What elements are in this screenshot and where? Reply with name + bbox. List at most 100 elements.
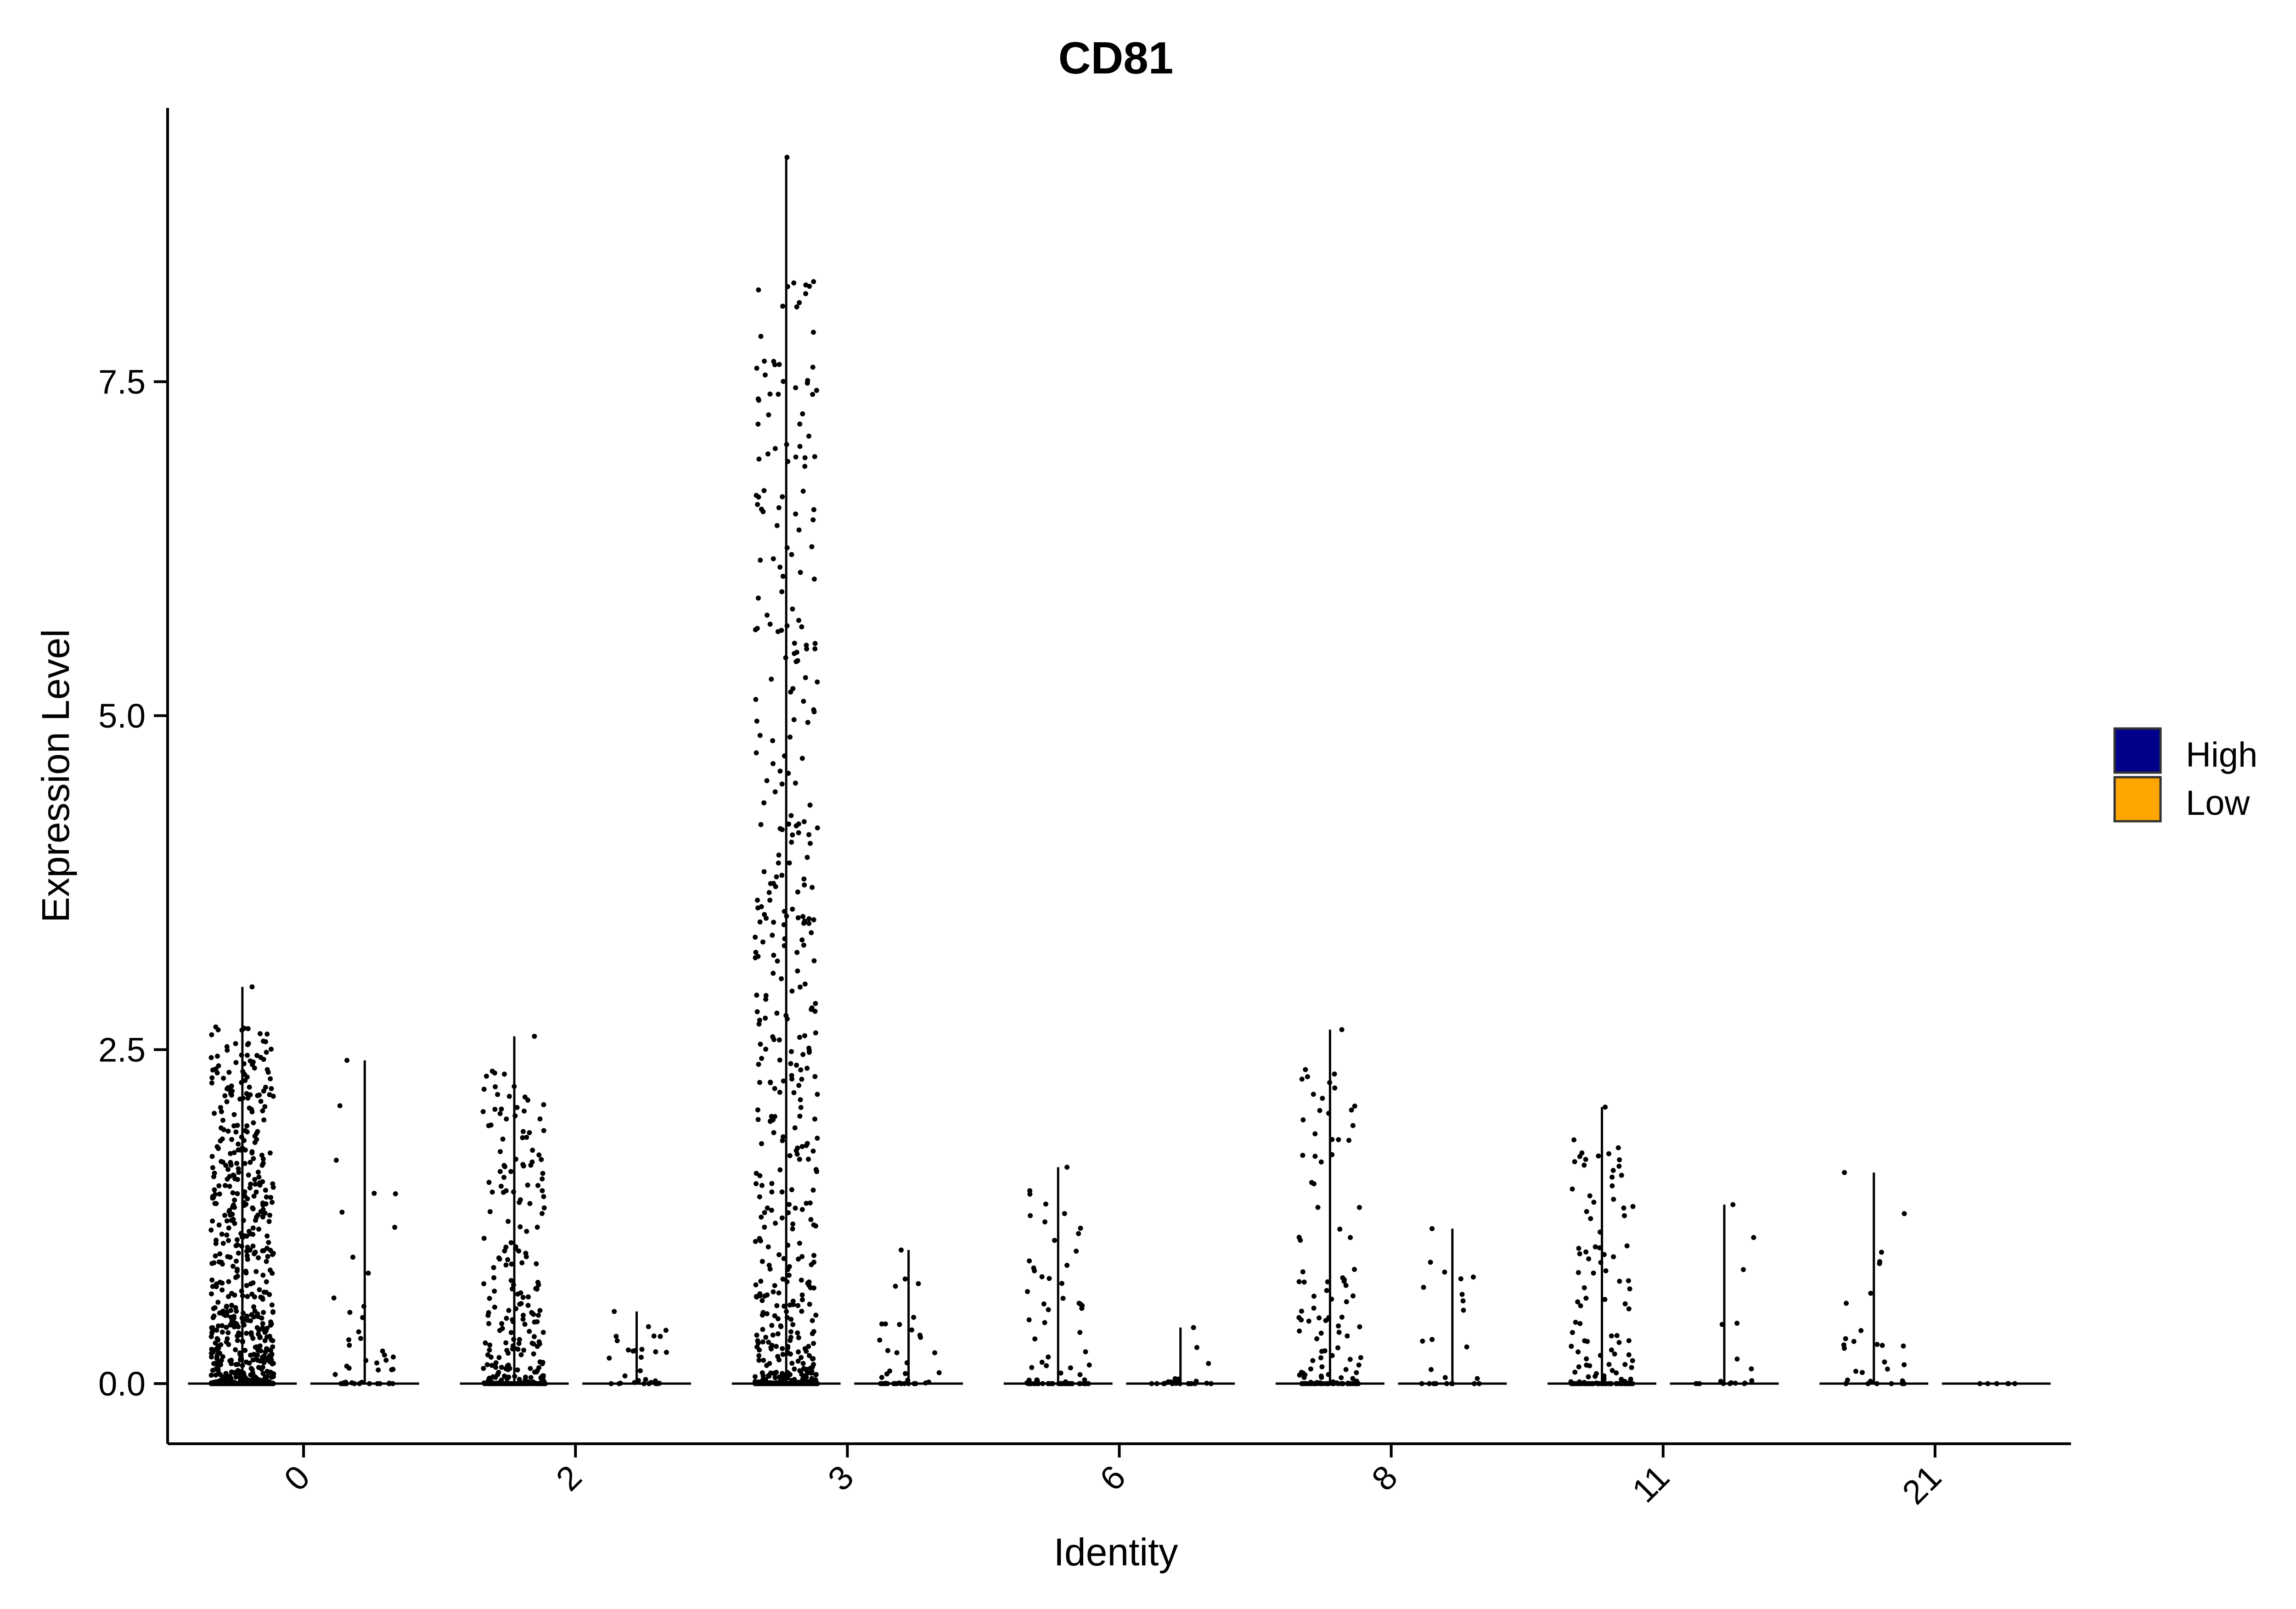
data-point	[217, 1351, 222, 1356]
data-point	[1428, 1260, 1433, 1265]
data-point	[803, 291, 809, 297]
data-point	[517, 1337, 522, 1342]
data-point	[213, 1253, 218, 1259]
data-point	[794, 1381, 799, 1386]
data-point	[1050, 1381, 1056, 1386]
data-point	[772, 1086, 777, 1091]
data-point	[1046, 1354, 1051, 1360]
data-point	[236, 1166, 241, 1172]
data-point	[338, 1381, 344, 1386]
data-point	[1444, 1381, 1449, 1386]
data-point	[1354, 1370, 1359, 1375]
data-point	[1429, 1337, 1435, 1342]
data-point	[513, 1306, 518, 1312]
data-point	[383, 1357, 389, 1363]
data-point	[504, 1376, 510, 1382]
data-point	[1602, 1297, 1608, 1302]
data-point	[1345, 1333, 1350, 1339]
data-point	[1168, 1379, 1174, 1385]
data-point	[1078, 1226, 1083, 1231]
data-point	[754, 750, 759, 756]
data-point	[220, 1308, 226, 1314]
data-point	[236, 1141, 241, 1147]
data-point	[1843, 1381, 1849, 1386]
legend-swatch-low	[2113, 776, 2162, 823]
data-point	[775, 1331, 781, 1337]
data-point	[213, 1340, 218, 1346]
data-point	[510, 1343, 516, 1349]
data-point	[539, 1378, 545, 1384]
x-axis-label: Identity	[1054, 1531, 1178, 1574]
data-point	[1421, 1284, 1426, 1290]
data-point	[492, 1070, 497, 1076]
data-point	[242, 1128, 248, 1133]
data-point	[1086, 1362, 1092, 1368]
data-point	[524, 1228, 529, 1234]
data-point	[798, 1067, 804, 1073]
data-point	[1319, 1364, 1325, 1369]
data-point	[209, 1329, 215, 1334]
data-point	[772, 362, 777, 368]
data-point	[250, 1060, 256, 1065]
data-point	[258, 1099, 264, 1104]
data-point	[344, 1363, 349, 1369]
data-point	[768, 881, 773, 886]
data-point	[787, 860, 792, 866]
data-point	[520, 1129, 526, 1134]
data-point	[518, 1224, 523, 1229]
data-point	[211, 1313, 217, 1319]
data-point	[1853, 1368, 1858, 1374]
data-point	[894, 1350, 900, 1356]
data-point	[796, 821, 801, 827]
y-tick-label: 2.5	[98, 1031, 146, 1069]
data-point	[1329, 1137, 1335, 1142]
data-point	[756, 494, 761, 500]
data-point	[225, 1294, 231, 1299]
data-point	[253, 1217, 258, 1223]
data-point	[762, 372, 768, 378]
data-point	[260, 1156, 266, 1162]
data-point	[1352, 1267, 1357, 1272]
data-point	[761, 488, 767, 493]
data-point	[1059, 1281, 1064, 1286]
data-point	[1615, 1145, 1621, 1150]
data-point	[805, 1156, 811, 1162]
data-point	[1616, 1163, 1622, 1169]
data-point	[883, 1321, 888, 1327]
data-point	[1429, 1367, 1434, 1372]
data-point	[758, 557, 763, 563]
data-point	[785, 459, 791, 464]
data-point	[758, 1278, 764, 1284]
data-point	[1027, 1188, 1033, 1194]
data-point	[1474, 1376, 1480, 1381]
data-point	[637, 1368, 643, 1374]
data-point	[777, 768, 783, 774]
data-point	[786, 1273, 792, 1278]
data-point	[799, 1207, 805, 1212]
data-point	[804, 643, 809, 648]
data-point	[1083, 1349, 1088, 1355]
data-point	[210, 1284, 215, 1289]
data-point	[1341, 1278, 1347, 1284]
data-point	[815, 1092, 820, 1097]
data-point	[214, 1379, 219, 1385]
data-point	[787, 734, 793, 740]
data-point	[522, 1322, 528, 1327]
data-point	[802, 1033, 807, 1038]
data-point	[785, 1351, 790, 1356]
data-point	[763, 1015, 768, 1021]
data-point	[529, 1159, 535, 1165]
y-tick-label: 0.0	[98, 1365, 146, 1403]
data-point	[780, 1138, 785, 1144]
data-point	[510, 1286, 515, 1292]
data-point	[244, 1330, 249, 1336]
data-point	[801, 819, 807, 824]
data-point	[511, 1337, 517, 1342]
data-point	[209, 1154, 215, 1159]
data-point	[1616, 1340, 1622, 1345]
data-point	[253, 1182, 258, 1187]
data-point	[504, 1316, 509, 1321]
data-point	[514, 1105, 520, 1110]
data-point	[350, 1255, 355, 1260]
data-point	[347, 1310, 353, 1315]
